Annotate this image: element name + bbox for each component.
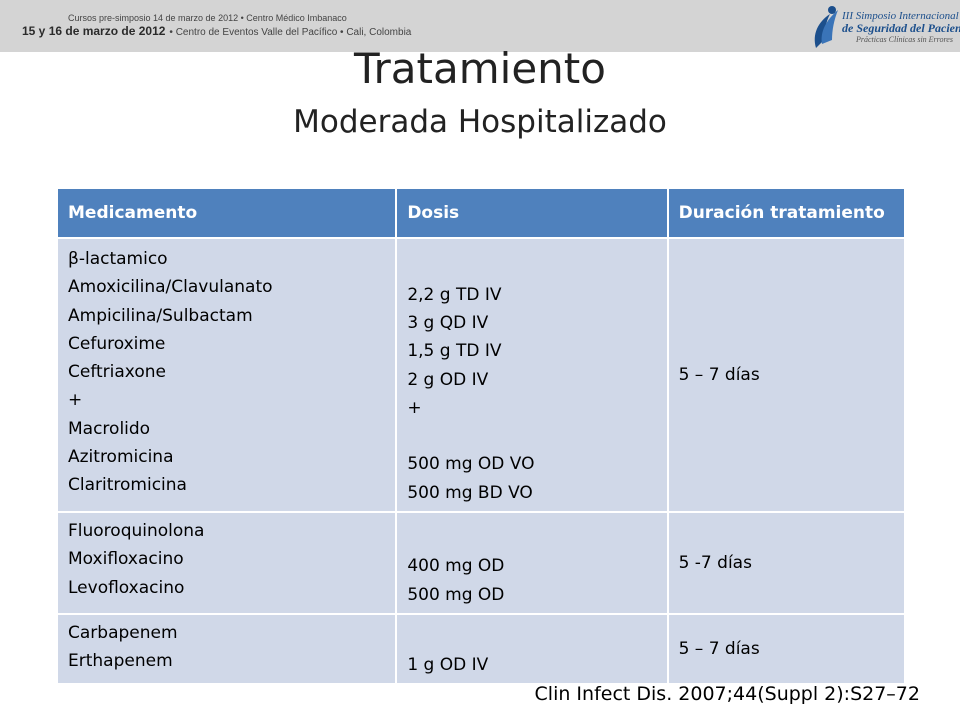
dose-line: 2,2 g TD IV <box>407 284 502 305</box>
symposium-logo: III Simposio Internacional de Seguridad … <box>808 4 960 50</box>
drug-cell: Fluoroquinolona Moxifloxacino Levofloxac… <box>55 511 398 615</box>
slide-title: Tratamiento <box>354 44 606 93</box>
table-header-row: Medicamento Dosis Duración tratamiento <box>55 187 907 239</box>
drug-cell: β-lactamico Amoxicilina/Clavulanato Ampi… <box>55 237 398 513</box>
drug-line: Cefuroxime <box>68 333 166 354</box>
dose-line: 400 mg OD <box>407 556 505 577</box>
header-medicamento: Medicamento <box>55 187 398 239</box>
banner-venue: • Centro de Eventos Valle del Pacífico •… <box>169 27 412 38</box>
dose-line: + <box>407 397 422 418</box>
drug-line: Amoxicilina/Clavulanato <box>68 277 273 298</box>
drug-line: Moxifloxacino <box>68 549 184 570</box>
logo-line-2: de Seguridad del Paciente <box>842 21 960 35</box>
drug-line: Ampicilina/Sulbactam <box>68 305 253 326</box>
header-duracion: Duración tratamiento <box>666 187 907 239</box>
symposium-logo-icon <box>814 6 838 48</box>
drug-line: + <box>68 390 83 411</box>
drug-line: Carbapenem <box>68 623 178 643</box>
banner-course-dates: Cursos pre-simposio 14 de marzo de 2012 … <box>68 13 347 23</box>
drug-line: Macrolido <box>68 418 151 439</box>
dose-line: 2 g OD IV <box>407 369 489 390</box>
event-banner: Cursos pre-simposio 14 de marzo de 2012 … <box>0 0 960 52</box>
dose-cell: 1 g OD IV <box>395 613 669 685</box>
table-row: Carbapenem Erthapenem 1 g OD IV 5 – 7 dí… <box>55 613 907 685</box>
symposium-logo-text: III Simposio Internacional de Seguridad … <box>842 10 960 46</box>
dose-line: 1,5 g TD IV <box>407 341 502 362</box>
dose-cell: 400 mg OD 500 mg OD <box>395 511 669 615</box>
dose-line: 3 g QD IV <box>407 312 489 333</box>
drug-line: Ceftriaxone <box>68 362 166 383</box>
banner-event-dates: 15 y 16 de marzo de 2012 • Centro de Even… <box>22 24 411 38</box>
treatment-table: Medicamento Dosis Duración tratamiento β… <box>55 187 907 685</box>
duration-cell: 5 – 7 días <box>666 237 907 513</box>
dose-line: 500 mg OD <box>407 584 505 605</box>
dose-line: 1 g OD IV <box>407 654 489 675</box>
duration-cell: 5 -7 días <box>666 511 907 615</box>
drug-line: Fluoroquinolona <box>68 521 205 541</box>
logo-line-3: Prácticas Clínicas sin Errores <box>856 35 953 44</box>
table-row: β-lactamico Amoxicilina/Clavulanato Ampi… <box>55 237 907 513</box>
logo-line-1: III Simposio Internacional <box>842 10 959 22</box>
drug-line: Erthapenem <box>68 651 173 672</box>
header-dosis: Dosis <box>395 187 669 239</box>
drug-line: Claritromicina <box>68 475 187 496</box>
dose-cell: 2,2 g TD IV 3 g QD IV 1,5 g TD IV 2 g OD… <box>395 237 669 513</box>
citation: Clin Infect Dis. 2007;44(Suppl 2):S27–72 <box>534 683 920 705</box>
slide-subtitle: Moderada Hospitalizado <box>293 104 667 140</box>
drug-cell: Carbapenem Erthapenem <box>55 613 398 685</box>
banner-dates-bold: 15 y 16 de marzo de 2012 <box>22 24 166 38</box>
drug-line: β-lactamico <box>68 249 168 269</box>
table-row: Fluoroquinolona Moxifloxacino Levofloxac… <box>55 511 907 615</box>
drug-line: Levofloxacino <box>68 577 185 598</box>
drug-line: Azitromicina <box>68 447 174 468</box>
duration-cell: 5 – 7 días <box>666 613 907 685</box>
dose-line: 500 mg OD VO <box>407 454 535 475</box>
dose-line: 500 mg BD VO <box>407 482 533 503</box>
dose-line-blank <box>407 422 656 450</box>
